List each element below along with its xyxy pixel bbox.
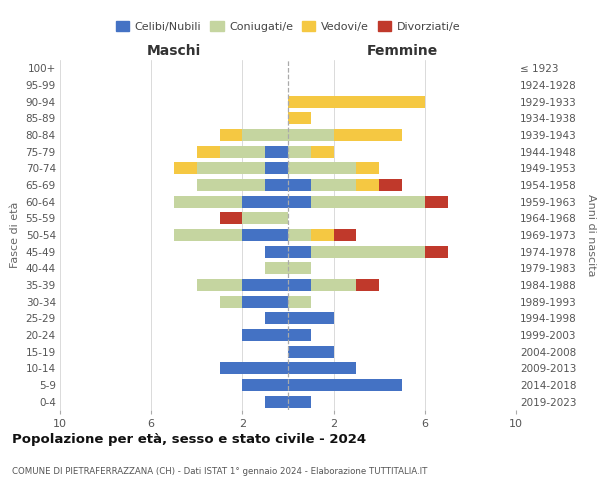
Bar xyxy=(265,179,288,191)
Bar xyxy=(242,329,288,341)
Bar xyxy=(220,362,288,374)
Bar xyxy=(311,246,425,258)
Bar xyxy=(288,112,311,124)
Bar xyxy=(311,196,425,207)
Bar xyxy=(334,129,402,141)
Bar xyxy=(265,146,288,158)
Bar xyxy=(288,379,402,391)
Bar xyxy=(288,146,311,158)
Bar xyxy=(425,246,448,258)
Bar xyxy=(265,396,288,407)
Bar xyxy=(265,162,288,174)
Text: Maschi: Maschi xyxy=(147,44,201,58)
Bar xyxy=(288,162,356,174)
Bar xyxy=(242,296,288,308)
Bar xyxy=(174,196,242,207)
Bar xyxy=(288,229,311,241)
Bar xyxy=(311,179,356,191)
Bar xyxy=(288,346,334,358)
Y-axis label: Anni di nascita: Anni di nascita xyxy=(586,194,596,276)
Bar xyxy=(197,162,265,174)
Text: COMUNE DI PIETRAFERRAZZANA (CH) - Dati ISTAT 1° gennaio 2024 - Elaborazione TUTT: COMUNE DI PIETRAFERRAZZANA (CH) - Dati I… xyxy=(12,468,427,476)
Legend: Celibi/Nubili, Coniugati/e, Vedovi/e, Divorziati/e: Celibi/Nubili, Coniugati/e, Vedovi/e, Di… xyxy=(112,16,464,36)
Bar xyxy=(288,196,311,207)
Bar xyxy=(242,379,288,391)
Bar xyxy=(356,279,379,291)
Text: Popolazione per età, sesso e stato civile - 2024: Popolazione per età, sesso e stato civil… xyxy=(12,432,366,446)
Bar xyxy=(242,212,288,224)
Bar xyxy=(288,246,311,258)
Bar xyxy=(265,262,288,274)
Bar xyxy=(197,146,220,158)
Bar xyxy=(288,96,425,108)
Bar xyxy=(334,229,356,241)
Bar xyxy=(311,279,356,291)
Bar xyxy=(197,279,242,291)
Bar xyxy=(288,262,311,274)
Bar xyxy=(288,396,311,407)
Bar xyxy=(242,196,288,207)
Bar xyxy=(288,362,356,374)
Bar xyxy=(288,329,311,341)
Bar xyxy=(174,229,242,241)
Bar xyxy=(288,129,334,141)
Bar xyxy=(311,146,334,158)
Bar xyxy=(242,229,288,241)
Bar xyxy=(311,229,334,241)
Bar xyxy=(288,179,311,191)
Bar xyxy=(288,296,311,308)
Text: Femmine: Femmine xyxy=(367,44,437,58)
Bar xyxy=(220,146,265,158)
Bar xyxy=(265,246,288,258)
Bar xyxy=(288,312,334,324)
Bar xyxy=(288,279,311,291)
Bar xyxy=(220,296,242,308)
Bar xyxy=(174,162,197,174)
Bar xyxy=(197,179,265,191)
Bar xyxy=(265,312,288,324)
Bar xyxy=(242,279,288,291)
Bar xyxy=(425,196,448,207)
Y-axis label: Fasce di età: Fasce di età xyxy=(10,202,20,268)
Bar xyxy=(356,179,379,191)
Bar xyxy=(379,179,402,191)
Bar xyxy=(220,129,242,141)
Bar xyxy=(242,129,288,141)
Bar xyxy=(356,162,379,174)
Bar xyxy=(220,212,242,224)
